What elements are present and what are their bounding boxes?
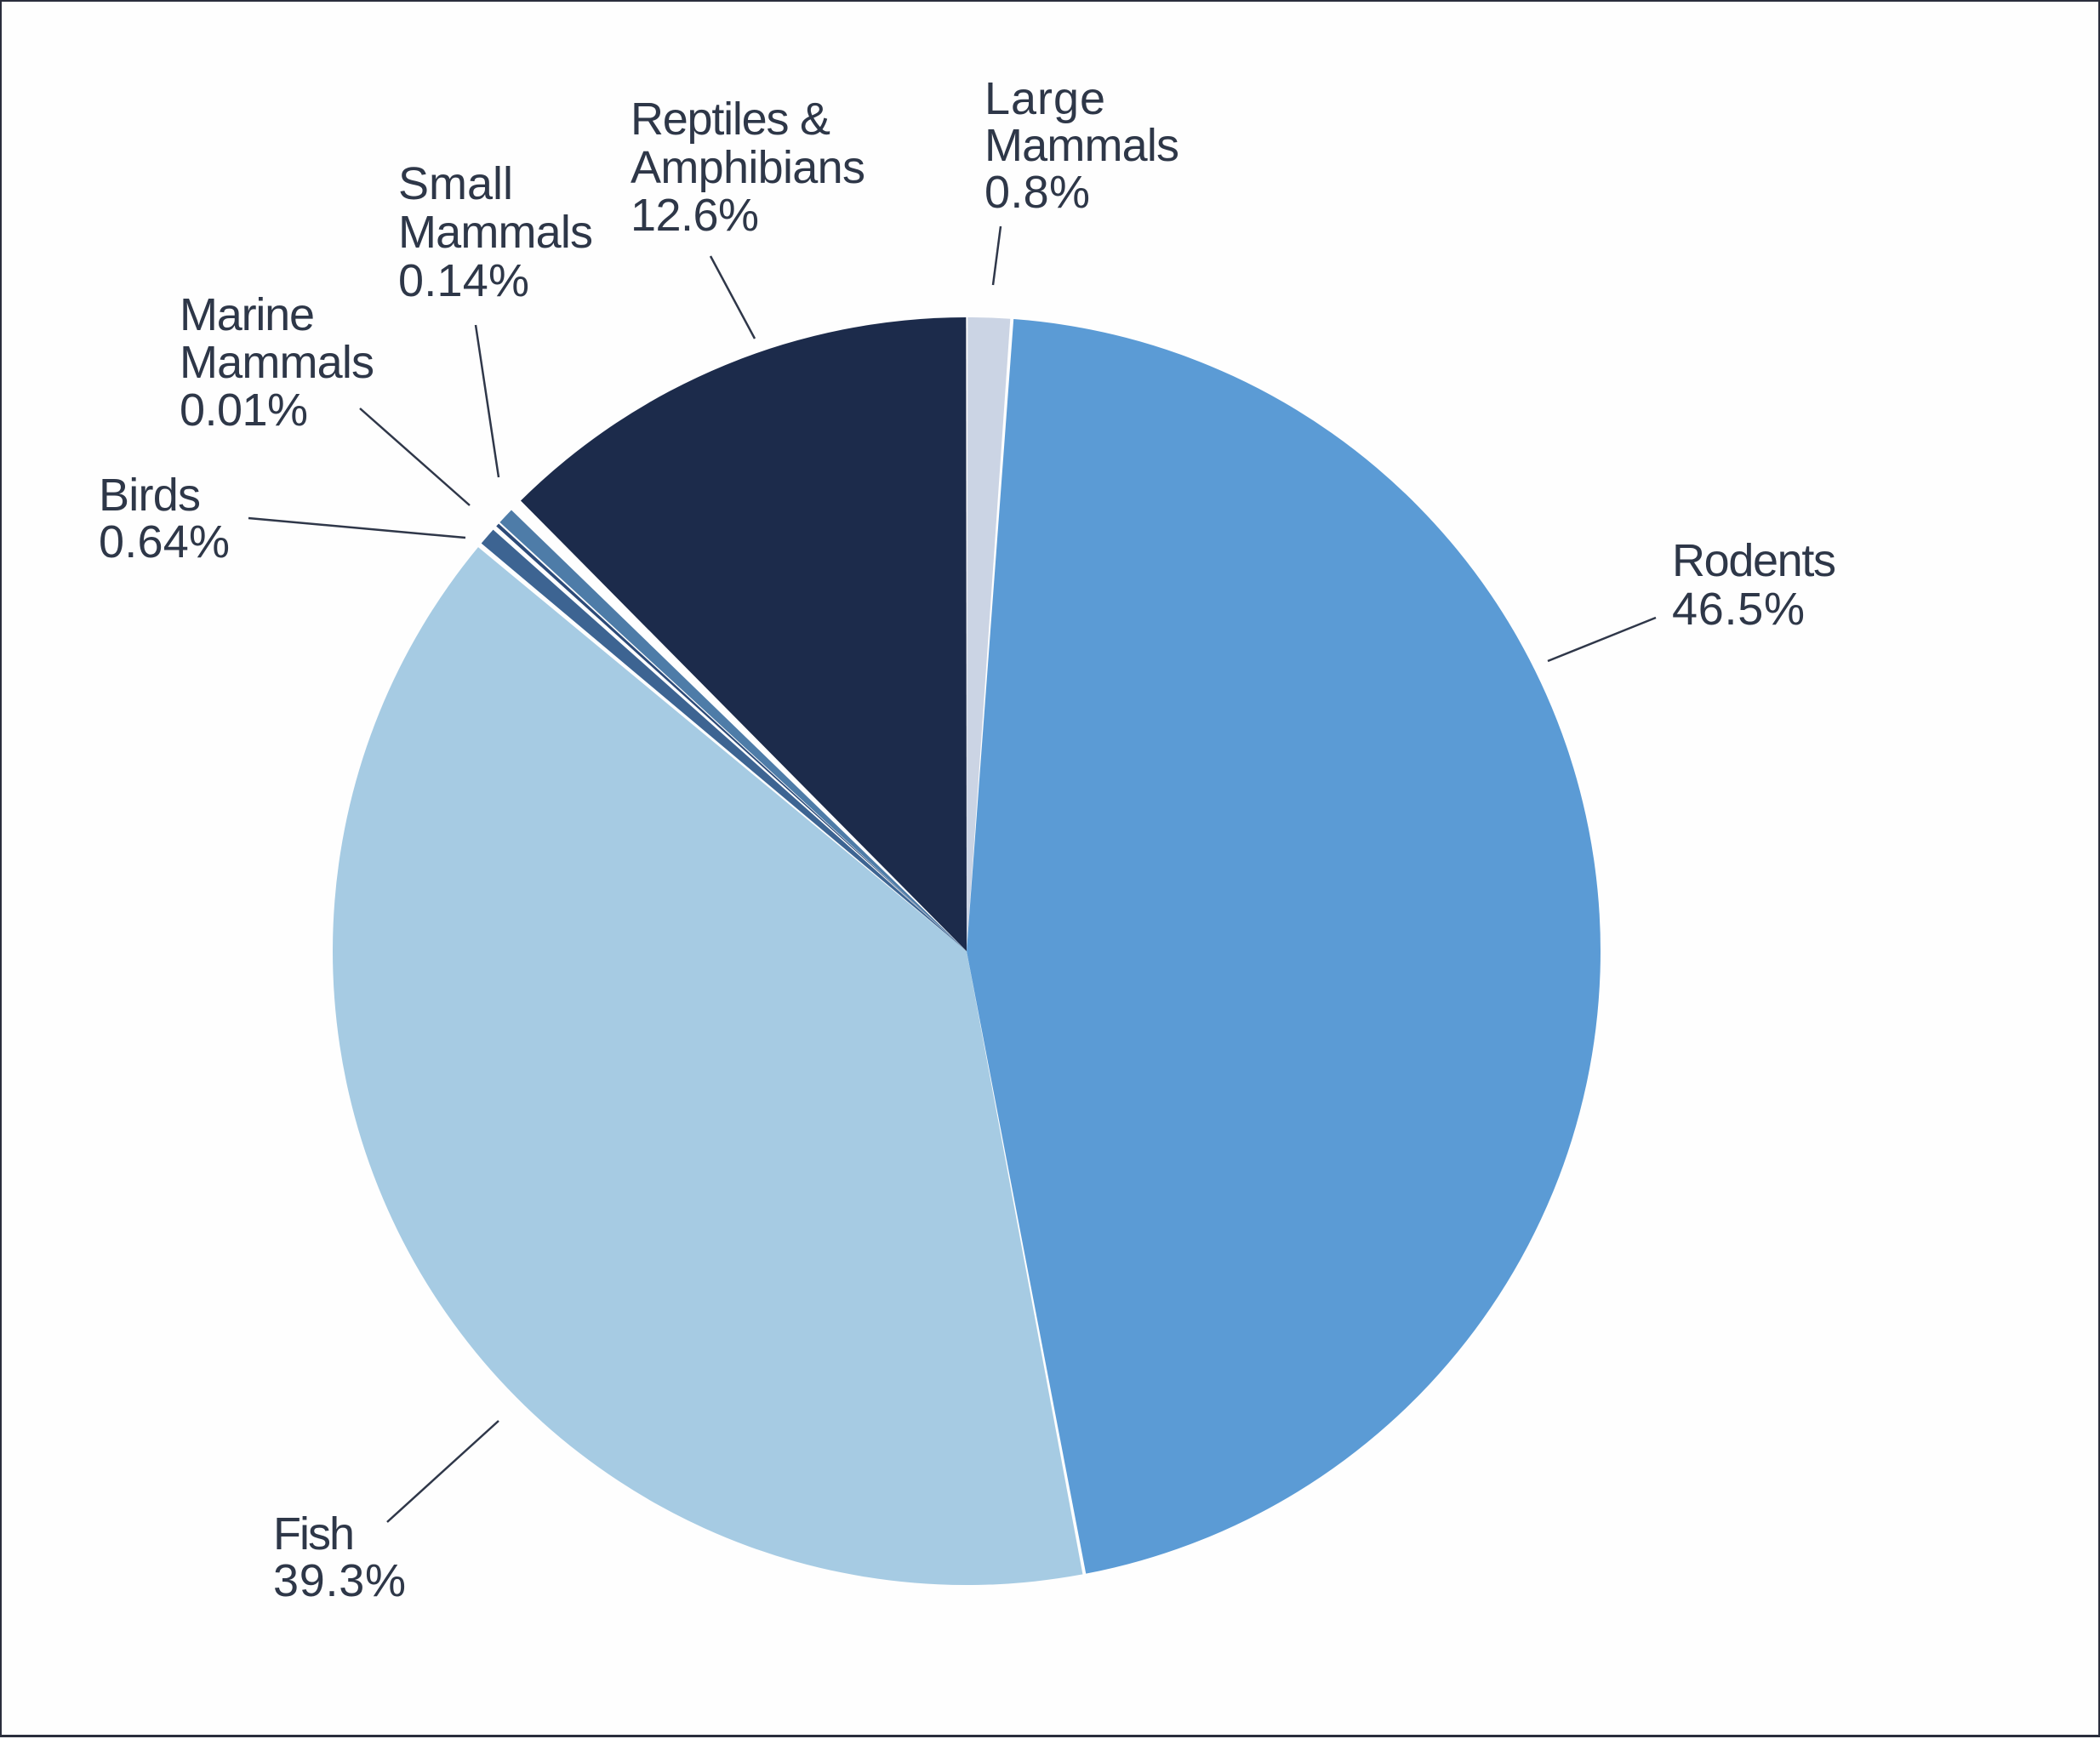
svg-text:46.5%: 46.5% (1672, 584, 1805, 635)
svg-text:Small: Small (398, 158, 513, 209)
svg-text:Amphibians: Amphibians (631, 142, 865, 193)
svg-text:0.01%: 0.01% (180, 385, 308, 436)
svg-text:Mammals: Mammals (398, 207, 593, 258)
svg-text:39.3%: 39.3% (273, 1555, 406, 1606)
svg-text:Birds: Birds (99, 470, 201, 521)
svg-text:Rodents: Rodents (1672, 535, 1836, 586)
svg-text:0.8%: 0.8% (984, 167, 1090, 218)
svg-text:12.6%: 12.6% (631, 190, 759, 241)
svg-text:Large: Large (984, 73, 1105, 124)
svg-text:Fish: Fish (273, 1508, 355, 1559)
svg-text:0.64%: 0.64% (99, 516, 230, 567)
svg-text:Marine: Marine (180, 289, 315, 340)
svg-text:Mammals: Mammals (984, 120, 1179, 171)
svg-text:0.14%: 0.14% (398, 255, 529, 306)
svg-text:Mammals: Mammals (180, 337, 374, 388)
svg-text:Reptiles &: Reptiles & (631, 94, 830, 145)
